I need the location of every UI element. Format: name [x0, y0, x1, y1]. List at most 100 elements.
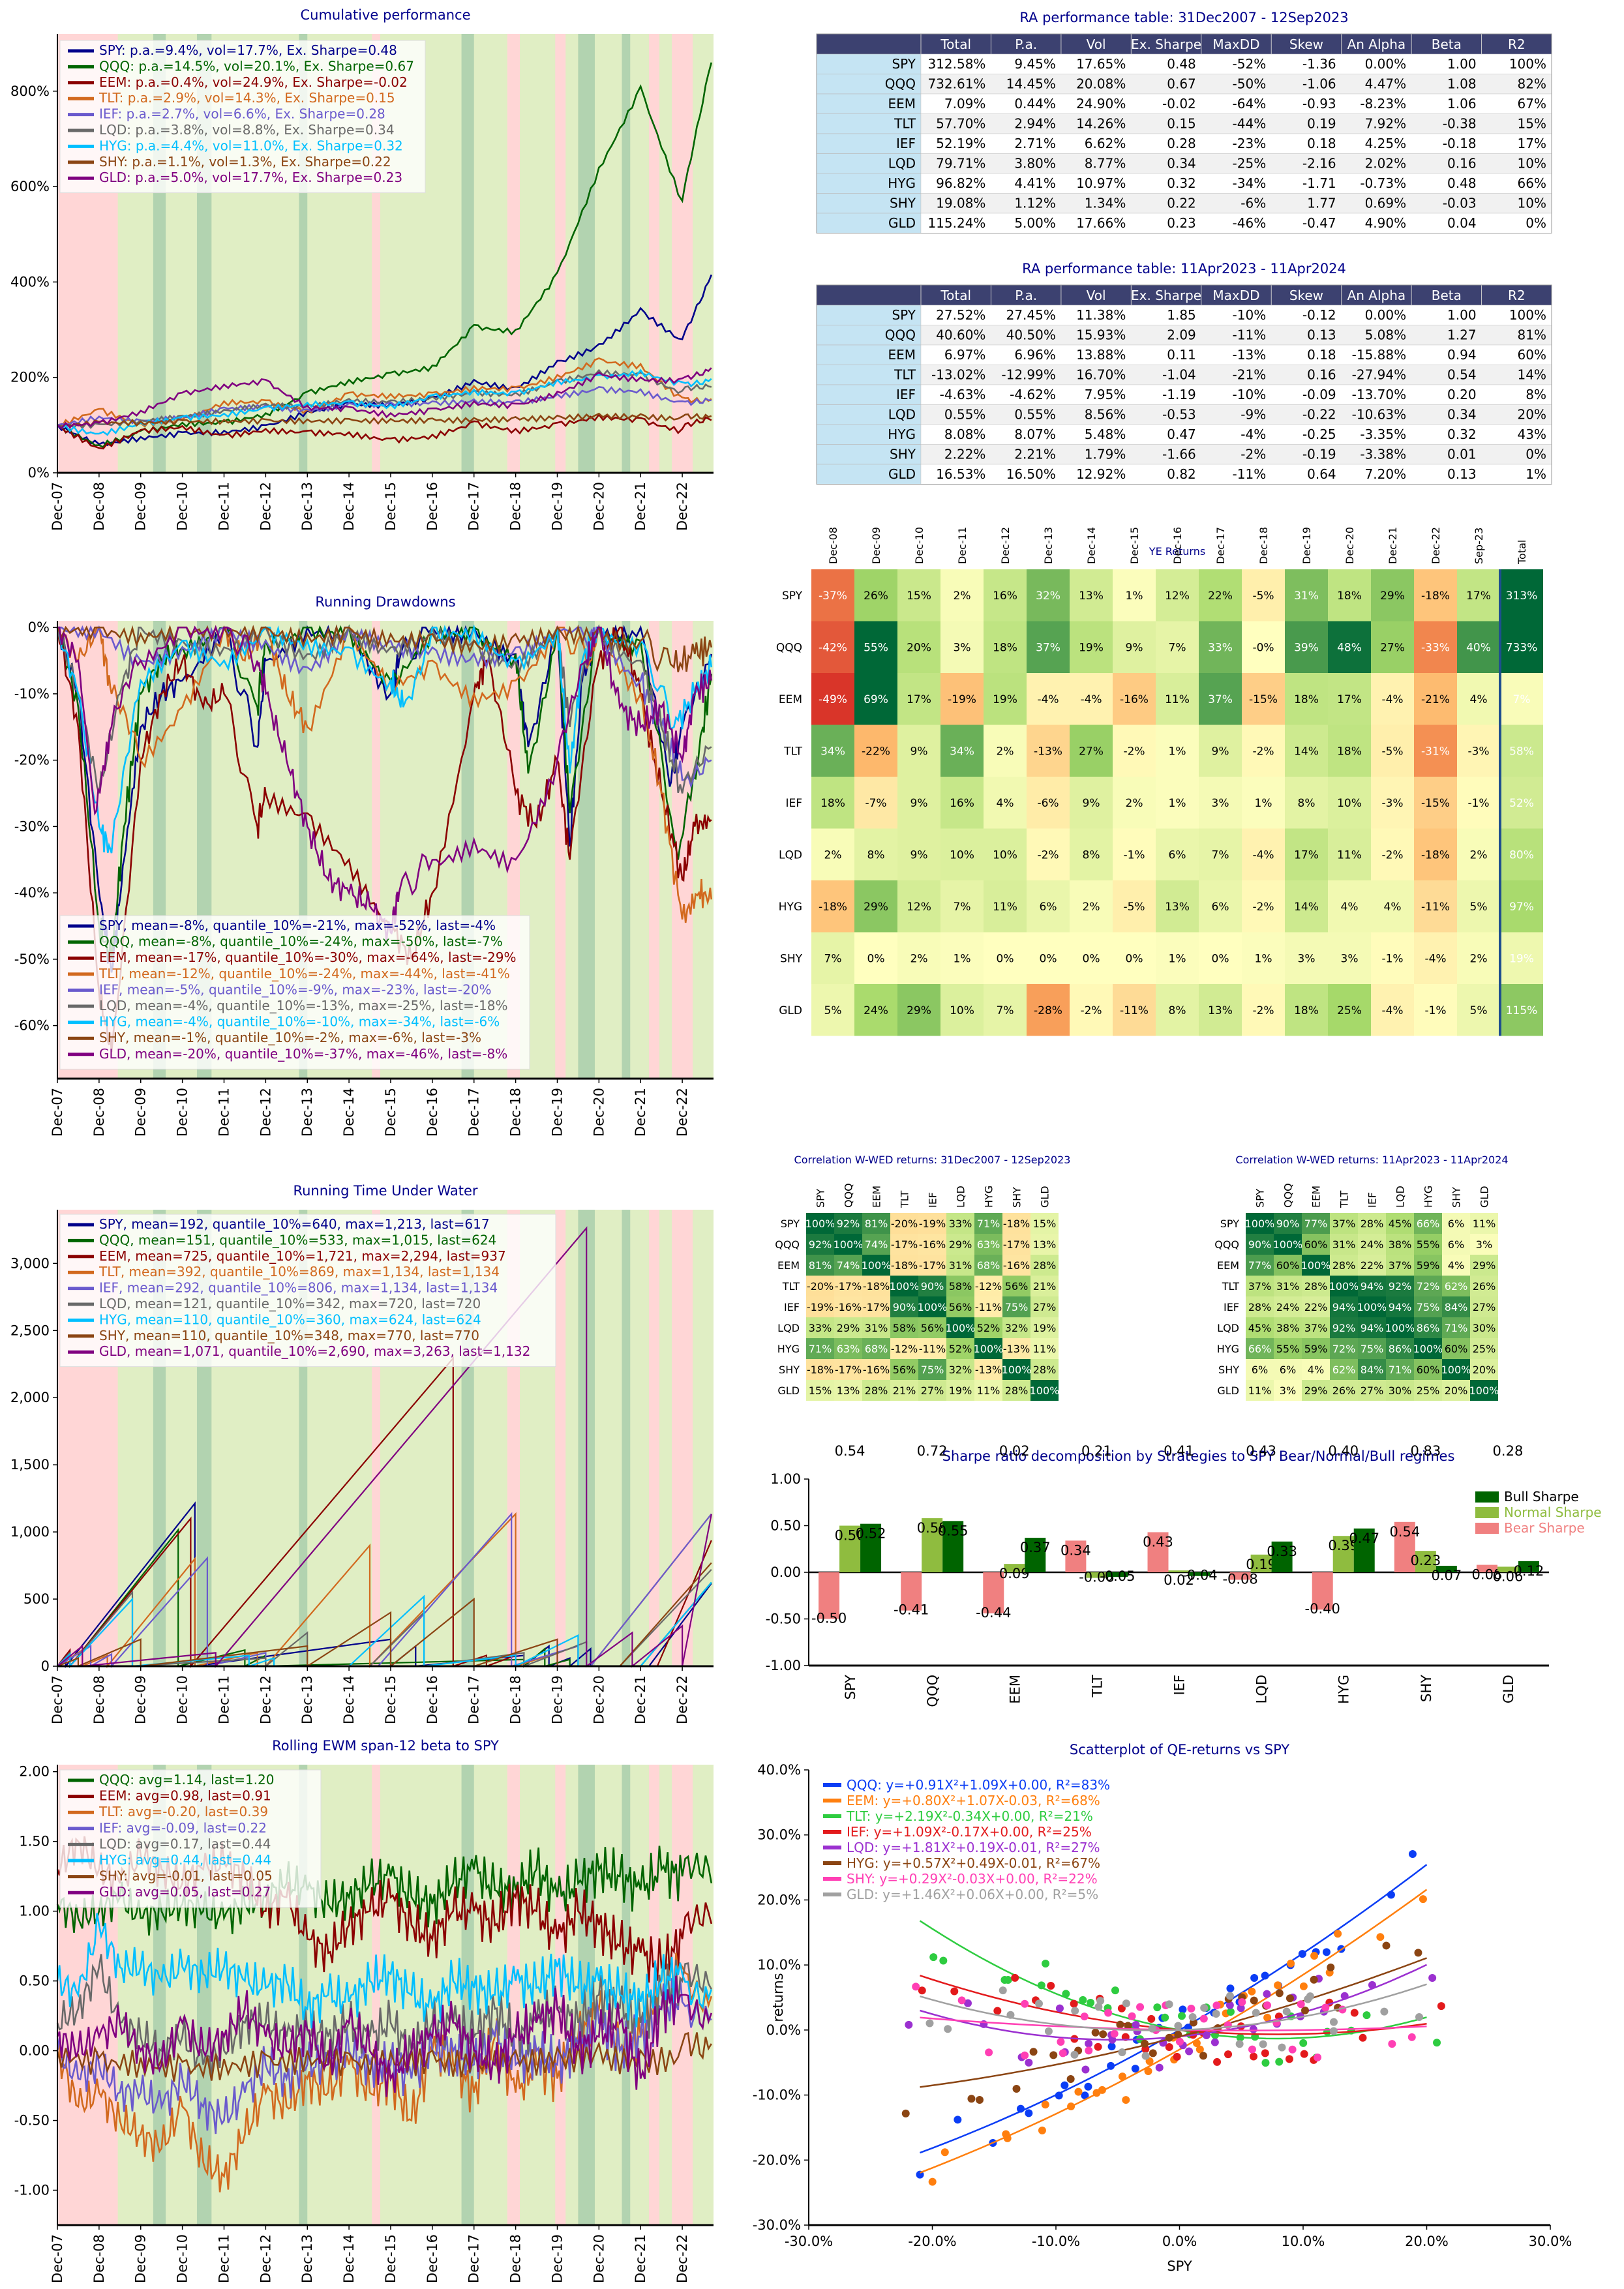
fit-line-HYG: [920, 1957, 1427, 2088]
bar-bull-sharpe: [1107, 1572, 1128, 1578]
bar-value-label: 0.23: [1410, 1553, 1441, 1568]
ra-cell: -52%: [1233, 56, 1267, 72]
sharpe-total-label: 0.54: [835, 1443, 865, 1459]
bar-bear-sharpe: [1147, 1532, 1169, 1572]
y-tick-label: 1.00: [19, 1904, 50, 1919]
scatter-point-EEM: [1310, 1951, 1319, 1960]
ye-cell-value: -19%: [948, 693, 976, 706]
x-tick-label: IEF: [1172, 1675, 1188, 1696]
ra-row-name-cell: [816, 344, 922, 365]
corr-cell-value: 62%: [1445, 1280, 1468, 1293]
bar-bear-sharpe: [1312, 1572, 1333, 1610]
legend-entry: SHY: avg=-0.01, last=0.05: [99, 1868, 273, 1884]
ye-cell: [1242, 673, 1285, 725]
corr-cell: [1414, 1296, 1442, 1317]
ye-cell-value: 37%: [1208, 693, 1233, 706]
bull-regime-band: [622, 1210, 631, 1666]
ye-row-label: TLT: [783, 745, 803, 758]
corr-row-label: EEM: [1217, 1259, 1239, 1272]
x-tick-label: -20.0%: [908, 2234, 956, 2249]
ra-cell: 732.61%: [927, 76, 985, 92]
legend-entry: HYG: avg=0.44, last=0.44: [99, 1852, 271, 1868]
ye-cell: [1156, 725, 1199, 777]
corr-cell: [1442, 1276, 1470, 1296]
x-tick-label: Dec-10: [175, 482, 190, 531]
ye-cell-value: -4%: [1080, 693, 1102, 706]
ye-cell-value: 12%: [907, 901, 931, 914]
ra-row-name: IEF: [896, 136, 916, 151]
ra-cell: 1.08: [1447, 76, 1477, 92]
scatter-point-QQQ: [954, 2116, 962, 2124]
sharpe-total-label: 0.02: [999, 1443, 1030, 1459]
corr-cell-value: 94%: [1361, 1322, 1384, 1334]
legend-entry: IEF: y=+1.09X²-0.17X+0.00, R²=25%: [847, 1824, 1092, 1840]
corr-cell: [806, 1296, 834, 1317]
corr-cell: [1002, 1317, 1030, 1338]
scatter-point-IEF: [1300, 2050, 1308, 2058]
legend-swatch: [1475, 1507, 1499, 1518]
corr-cell: [1274, 1276, 1302, 1296]
ye-col-label: Total: [1516, 540, 1528, 565]
corr-title: Correlation W-WED returns: 11Apr2023 - 1…: [1235, 1154, 1508, 1166]
ra-cell: 0.11: [1167, 347, 1196, 363]
ye-cell-value: 9%: [1212, 745, 1229, 758]
ye-cell: [1328, 984, 1371, 1036]
ra-cell: 0.00%: [1365, 307, 1407, 323]
ye-row-label: SHY: [780, 952, 803, 965]
ye-cell: [1199, 673, 1242, 725]
corr-cell: [1386, 1255, 1414, 1276]
corr-cell: [1002, 1213, 1030, 1234]
bar-value-label: 0.34: [1060, 1542, 1091, 1558]
ye-cell-value: -5%: [1123, 901, 1145, 914]
corr-col-label: TLT: [899, 1191, 911, 1208]
ye-row-label: GLD: [779, 1004, 802, 1017]
ra-cell: 24.90%: [1076, 96, 1126, 112]
ra-cell: 43%: [1518, 426, 1546, 442]
corr-cell: [974, 1234, 1002, 1255]
y-tick-label: 500: [23, 1591, 50, 1607]
corr-cell-value: 37%: [1248, 1280, 1272, 1293]
ye-cell: [811, 984, 854, 1036]
ra-cell: -1.66: [1162, 447, 1196, 462]
bar-bull-sharpe: [1353, 1528, 1375, 1572]
ye-cell: [811, 621, 854, 673]
ra-cell: 52.19%: [936, 136, 985, 151]
corr-row-label: HYG: [1217, 1343, 1239, 1355]
ye-cell: [984, 725, 1027, 777]
ra-cell: -21%: [1233, 367, 1267, 383]
scatter-point-GLD: [1071, 2007, 1079, 2015]
x-tick-label: Dec-07: [50, 2234, 65, 2283]
x-tick-label: Dec-09: [133, 1088, 149, 1137]
corr-cell: [1302, 1296, 1330, 1317]
corr-cell-value: 100%: [1301, 1259, 1331, 1272]
bar-value-label: 0.19: [1246, 1557, 1276, 1572]
ye-cell-value: 7%: [997, 1004, 1014, 1017]
ye-cell-value: -42%: [819, 641, 847, 654]
corr-row-label: SPY: [781, 1218, 800, 1230]
ye-cell: [811, 880, 854, 933]
ye-col-label: Sep-23: [1473, 528, 1485, 564]
ye-cell: [1070, 621, 1113, 673]
ye-cell-value: 4%: [1470, 693, 1488, 706]
ye-col-label: Dec-22: [1430, 527, 1442, 564]
ye-cell: [1500, 725, 1543, 777]
ye-cell-value: -4%: [1381, 693, 1403, 706]
ye-cell: [1500, 569, 1543, 621]
ye-cell: [1414, 621, 1457, 673]
scatter-point-LQD: [1428, 1974, 1437, 1982]
corr-col-label: GLD: [1039, 1186, 1051, 1208]
corr-cell: [1442, 1296, 1470, 1317]
ye-cell: [854, 673, 897, 725]
ye-cell: [854, 880, 897, 933]
corr-cell: [918, 1380, 946, 1401]
scatter-point-SHY: [957, 1996, 966, 2005]
corr-cell: [1002, 1359, 1030, 1380]
y-tick-label: 200%: [10, 370, 50, 385]
corr-row-label: IEF: [784, 1301, 800, 1313]
corr-cell-value: 94%: [1361, 1280, 1384, 1293]
x-tick-label: Dec-18: [508, 1088, 524, 1137]
ye-cell: [1371, 828, 1414, 880]
scatter-point-TLT: [1062, 1990, 1070, 1998]
corr-cell-value: 19%: [949, 1384, 972, 1397]
x-tick-label: Dec-12: [258, 1675, 273, 1724]
